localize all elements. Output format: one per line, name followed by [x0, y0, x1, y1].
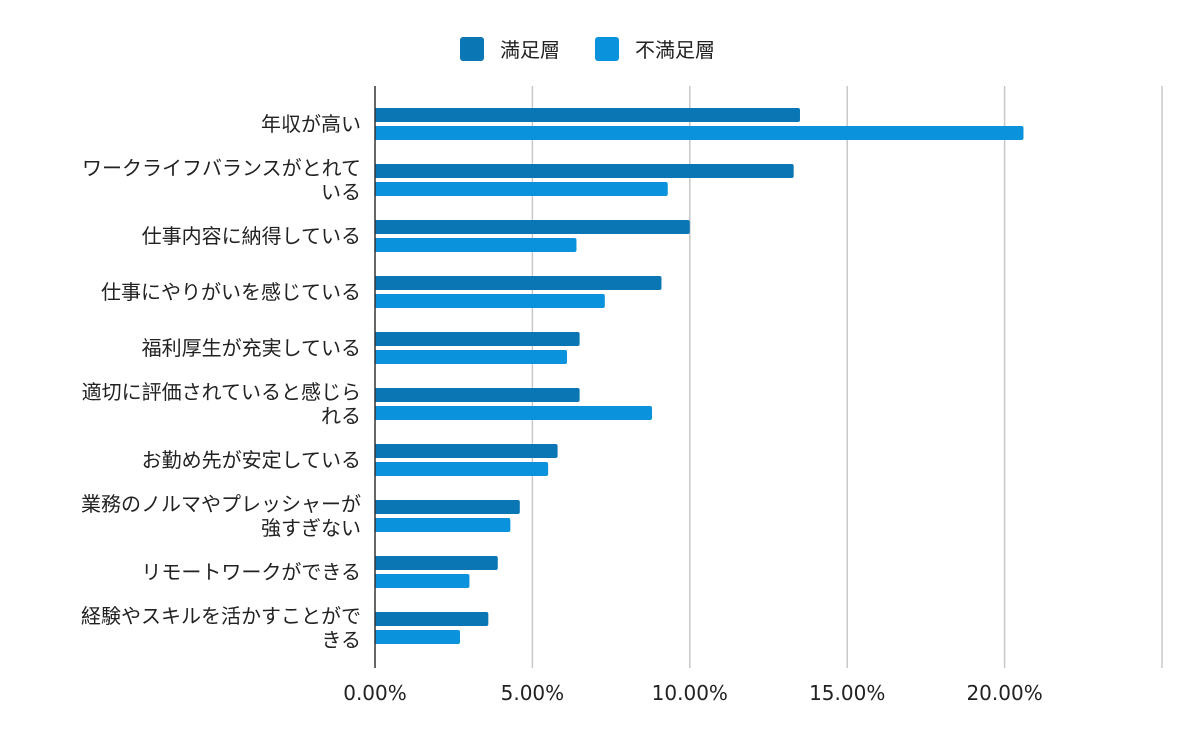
- legend-label: 不満足層: [635, 38, 715, 62]
- category-label: 経験やスキルを活かすことがで: [81, 604, 361, 628]
- bar-dissatisfied: [375, 462, 549, 476]
- bar-satisfied: [375, 276, 662, 290]
- legend-swatch: [595, 37, 619, 61]
- category-label: 年収が高い: [261, 112, 361, 136]
- bar-dissatisfied: [375, 294, 605, 308]
- bar-dissatisfied: [375, 518, 511, 532]
- x-tick-label: 10.00%: [652, 681, 728, 705]
- legend-swatch: [460, 37, 484, 61]
- category-label: 適切に評価されていると感じら: [82, 380, 361, 404]
- bar-satisfied: [375, 612, 489, 626]
- bar-satisfied: [375, 556, 498, 570]
- legend-label: 満足層: [500, 38, 560, 62]
- category-label: きる: [321, 628, 361, 652]
- bar-dissatisfied: [375, 182, 668, 196]
- category-label: ワークライフバランスがとれて: [82, 156, 361, 180]
- bar-dissatisfied: [375, 406, 653, 420]
- x-tick-label: 5.00%: [501, 681, 565, 705]
- bar-satisfied: [374, 164, 794, 178]
- bar-satisfied: [375, 220, 690, 234]
- category-label: 福利厚生が充実している: [142, 336, 361, 360]
- category-label: 強すぎない: [261, 516, 361, 540]
- bar-satisfied: [375, 444, 558, 458]
- bar-satisfied: [374, 108, 800, 122]
- x-tick-label: 20.00%: [966, 681, 1042, 705]
- category-label: 仕事にやりがいを感じている: [101, 280, 361, 304]
- bar-satisfied: [375, 332, 580, 346]
- x-tick-label: 15.00%: [809, 681, 885, 705]
- bar-satisfied: [375, 388, 580, 402]
- x-tick-label: 0.00%: [343, 681, 407, 705]
- category-label: 仕事内容に納得している: [142, 224, 361, 248]
- category-label: れる: [321, 404, 361, 428]
- category-label: いる: [321, 180, 361, 204]
- bar-dissatisfied: [375, 574, 470, 588]
- bar-dissatisfied: [375, 630, 460, 644]
- bar-dissatisfied: [375, 238, 577, 252]
- bar-dissatisfied: [375, 126, 1024, 140]
- bar-satisfied: [375, 500, 520, 514]
- category-label: リモートワークができる: [141, 560, 361, 584]
- bar-dissatisfied: [375, 350, 568, 364]
- category-label: お勤め先が安定している: [142, 448, 361, 472]
- category-label: 業務のノルマやプレッシャーが: [81, 492, 361, 516]
